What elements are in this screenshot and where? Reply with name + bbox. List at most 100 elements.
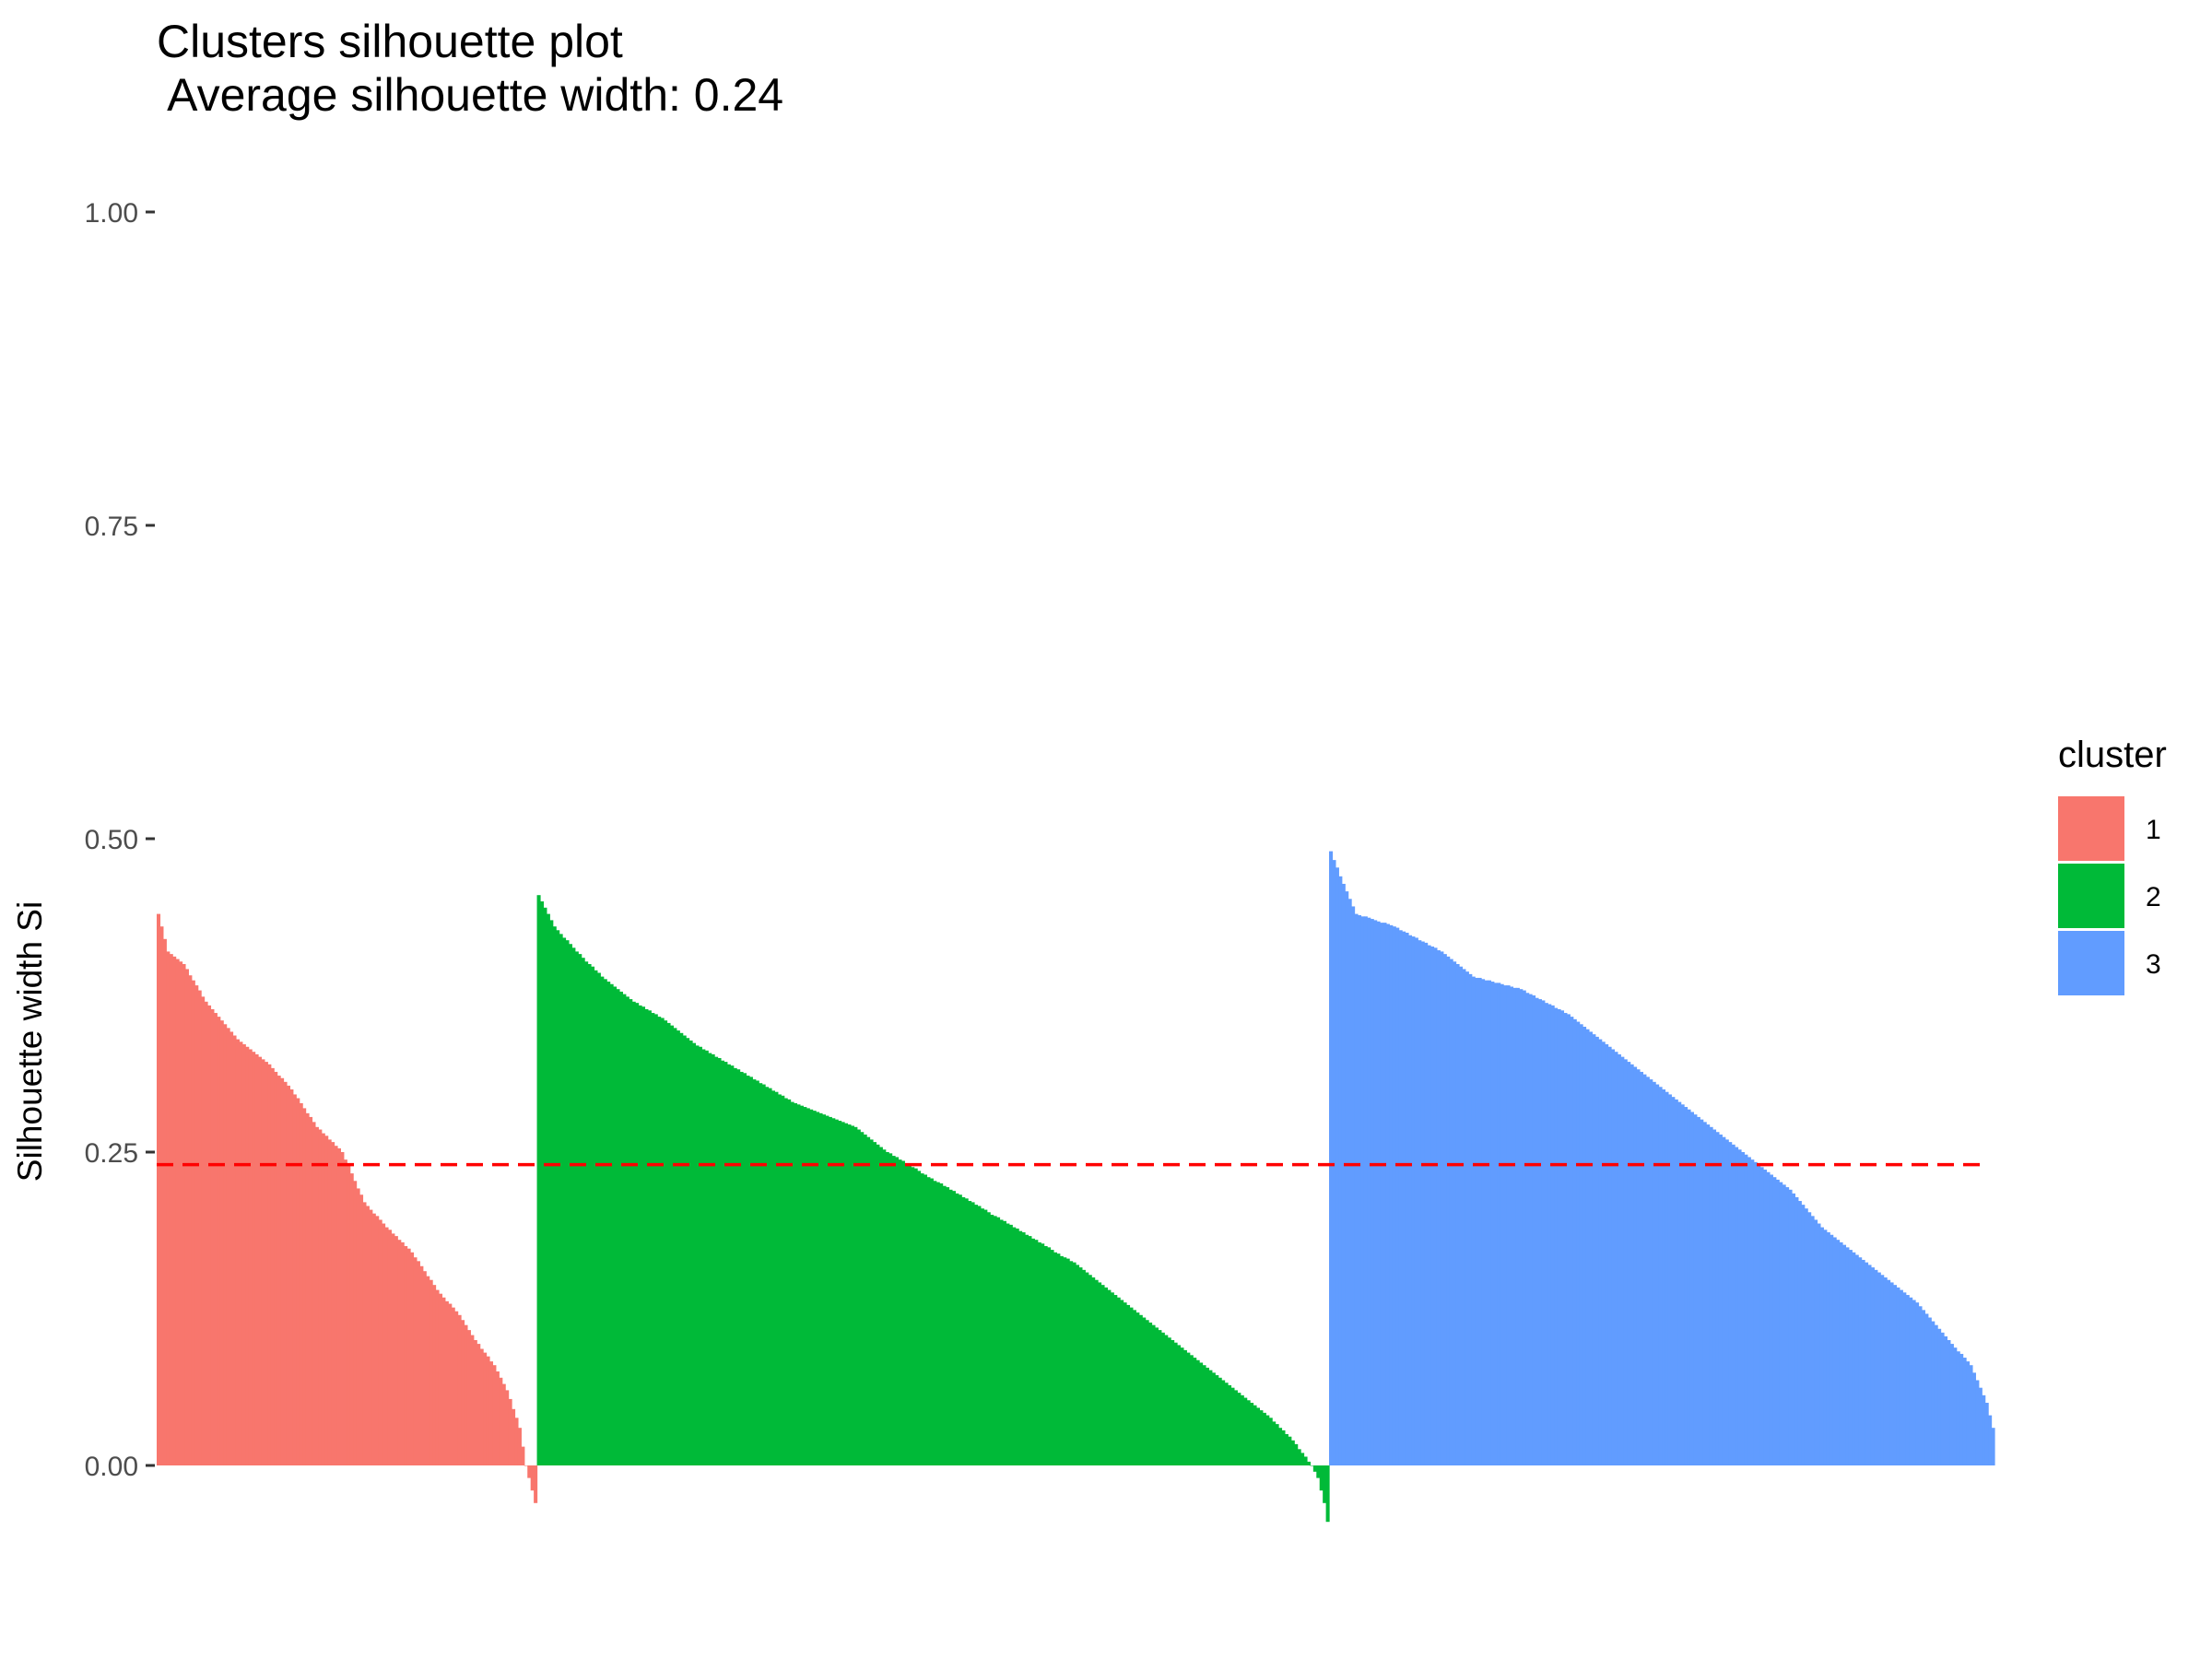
silhouette-bar	[1455, 964, 1460, 1465]
silhouette-bar	[1142, 1317, 1147, 1465]
silhouette-bar	[1931, 1321, 1936, 1465]
silhouette-bar	[1373, 920, 1378, 1465]
silhouette-bar	[1689, 1112, 1694, 1465]
silhouette-bar	[1991, 1428, 1995, 1465]
silhouette-bar	[1015, 1228, 1019, 1465]
silhouette-bar	[1541, 1000, 1546, 1465]
silhouette-bar	[783, 1098, 788, 1465]
silhouette-bar	[1180, 1347, 1184, 1465]
silhouette-bar	[1750, 1159, 1755, 1465]
silhouette-bar	[299, 1102, 303, 1465]
silhouette-bar	[235, 1039, 240, 1465]
silhouette-bar	[1557, 1008, 1561, 1465]
silhouette-bar	[990, 1215, 994, 1465]
silhouette-bar	[1865, 1262, 1869, 1465]
silhouette-bar	[182, 964, 186, 1465]
silhouette-bar	[1110, 1292, 1114, 1465]
silhouette-bar	[1436, 950, 1441, 1465]
silhouette-bar	[913, 1168, 918, 1465]
silhouette-bar	[1380, 923, 1384, 1465]
silhouette-bar	[239, 1041, 243, 1465]
silhouette-bar	[1740, 1152, 1746, 1465]
silhouette-bar	[1547, 1004, 1552, 1465]
silhouette-bar	[651, 1013, 655, 1465]
silhouette-bar	[1076, 1265, 1080, 1465]
silhouette-bar	[736, 1069, 741, 1465]
silhouette-bar	[821, 1114, 827, 1465]
silhouette-bar	[790, 1101, 794, 1465]
silhouette-bar	[1420, 941, 1425, 1465]
silhouette-bar	[1737, 1149, 1742, 1465]
silhouette-bar	[679, 1032, 684, 1465]
silhouette-bar	[1841, 1244, 1847, 1465]
silhouette-bar	[1338, 876, 1343, 1465]
silhouette-bar	[1475, 977, 1479, 1465]
silhouette-bar	[625, 996, 629, 1465]
silhouette-bar	[1402, 931, 1406, 1465]
silhouette-bar	[900, 1160, 905, 1465]
chart-subtitle: Average silhouette width: 0.24	[157, 69, 783, 121]
silhouette-bar	[1332, 860, 1336, 1465]
silhouette-bar	[1446, 956, 1451, 1465]
silhouette-bar	[1297, 1449, 1301, 1465]
silhouette-bar	[1290, 1440, 1295, 1465]
silhouette-bar	[1817, 1223, 1821, 1465]
silhouette-bar	[644, 1008, 649, 1465]
silhouette-bar	[327, 1139, 332, 1465]
silhouette-bar	[781, 1095, 785, 1465]
silhouette-bar	[1572, 1018, 1577, 1465]
silhouette-bar	[1861, 1259, 1865, 1465]
silhouette-bar	[1367, 917, 1371, 1465]
silhouette-bar	[1788, 1189, 1793, 1465]
silhouette-bar	[688, 1040, 693, 1465]
silhouette-bar	[1988, 1415, 1993, 1465]
silhouette-bar	[1414, 937, 1418, 1465]
silhouette-bar	[980, 1208, 984, 1465]
silhouette-bar	[391, 1233, 395, 1465]
silhouette-bar	[631, 1001, 636, 1465]
silhouette-bar	[461, 1320, 465, 1465]
silhouette-bar	[1912, 1300, 1916, 1465]
silhouette-bar	[1645, 1077, 1650, 1465]
silhouette-bar	[1335, 867, 1339, 1465]
silhouette-bar	[1341, 883, 1346, 1465]
silhouette-bar	[1310, 1465, 1314, 1466]
silhouette-bar	[1854, 1254, 1859, 1465]
silhouette-bar	[1744, 1154, 1748, 1465]
silhouette-bar	[1063, 1257, 1067, 1465]
silhouette-bar	[955, 1193, 959, 1465]
silhouette-bar	[556, 930, 560, 1465]
silhouette-bar	[534, 1465, 538, 1503]
cluster-2-bars	[536, 895, 1330, 1523]
silhouette-bar	[755, 1080, 759, 1465]
silhouette-bar	[410, 1252, 415, 1465]
silhouette-bar	[1537, 999, 1542, 1465]
silhouette-bar	[1126, 1304, 1131, 1465]
silhouette-bar	[1189, 1355, 1194, 1465]
silhouette-bar	[629, 999, 633, 1465]
silhouette-bar	[834, 1119, 839, 1465]
silhouette-bar	[765, 1087, 770, 1465]
silhouette-bar	[1525, 993, 1530, 1465]
silhouette-bar	[1215, 1375, 1219, 1465]
silhouette-bar	[241, 1044, 246, 1465]
silhouette-bar	[1028, 1236, 1032, 1465]
silhouette-bar	[444, 1300, 449, 1465]
silhouette-bar	[1024, 1234, 1030, 1465]
silhouette-bar	[349, 1173, 354, 1465]
silhouette-bar	[1177, 1345, 1182, 1465]
silhouette-bar	[844, 1123, 849, 1465]
silhouette-bar	[429, 1279, 433, 1465]
silhouette-bar	[1747, 1157, 1751, 1465]
silhouette-bar	[882, 1149, 887, 1465]
silhouette-bar	[1050, 1250, 1054, 1465]
legend-key-2	[2058, 864, 2124, 928]
silhouette-bar	[1278, 1428, 1283, 1465]
silhouette-bar	[1345, 891, 1349, 1465]
silhouette-bar	[777, 1094, 782, 1465]
silhouette-bar	[1852, 1252, 1856, 1465]
silhouette-bar	[207, 1005, 212, 1465]
silhouette-bar	[1753, 1161, 1758, 1465]
silhouette-bar	[1288, 1436, 1292, 1465]
silhouette-bar	[1059, 1255, 1064, 1465]
